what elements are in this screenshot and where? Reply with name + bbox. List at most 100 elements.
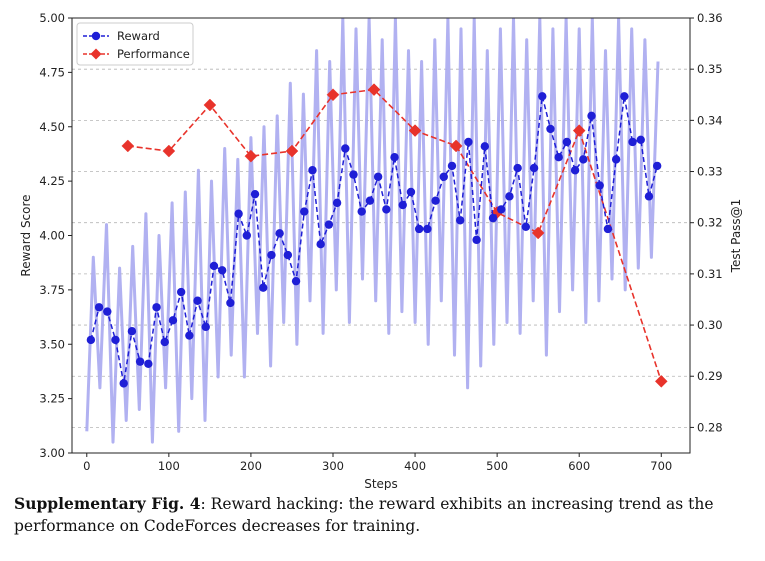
reward-point bbox=[423, 224, 432, 234]
x-tick-label: 300 bbox=[322, 459, 344, 473]
x-tick-label: 700 bbox=[650, 459, 672, 473]
reward-point bbox=[152, 303, 161, 312]
reward-point bbox=[538, 92, 547, 101]
reward-point bbox=[357, 207, 366, 216]
legend-entry-performance: Performance bbox=[83, 47, 190, 61]
y-left-tick-label: 3.50 bbox=[39, 337, 65, 351]
reward-point bbox=[628, 137, 637, 147]
legend-swatch-marker bbox=[91, 31, 101, 41]
reward-point bbox=[562, 137, 572, 147]
reward-point bbox=[283, 250, 293, 260]
legend-swatch-marker bbox=[90, 48, 102, 60]
reward-point bbox=[431, 196, 440, 205]
axes: 0 100 200 300 400 500 600 700 3.00 3.25 3.50 3.75 4.… bbox=[39, 11, 722, 473]
y-right-tick-label: 0.35 bbox=[697, 62, 723, 76]
reward-point bbox=[587, 111, 596, 121]
reward-point bbox=[332, 198, 342, 208]
y-left-tick-label: 3.75 bbox=[39, 283, 65, 297]
y-left-tick-label: 4.00 bbox=[39, 229, 65, 243]
reward-point bbox=[94, 303, 104, 312]
chart-figure: 0 100 200 300 400 500 600 700 3.00 3.25 3.50 3.75 4.… bbox=[19, 11, 743, 490]
reward-point bbox=[373, 172, 383, 181]
legend-entry-reward: Reward bbox=[83, 29, 160, 43]
reward-point bbox=[316, 240, 325, 249]
reward-point bbox=[390, 153, 399, 162]
y-right-tick-label: 0.33 bbox=[697, 165, 723, 179]
reward-point bbox=[242, 231, 252, 240]
reward-point bbox=[644, 192, 654, 201]
reward-point bbox=[160, 337, 169, 347]
reward-point bbox=[185, 331, 194, 340]
reward-point bbox=[365, 196, 375, 205]
reward-point bbox=[267, 250, 276, 260]
performance-point bbox=[572, 124, 586, 137]
reward-point bbox=[521, 222, 531, 231]
performance-point bbox=[285, 144, 299, 158]
performance-point bbox=[367, 83, 381, 97]
series-layer bbox=[86, 83, 668, 388]
x-tick-label: 400 bbox=[404, 459, 426, 473]
reward-point bbox=[119, 379, 128, 388]
caption-label: Supplementary Fig. 4 bbox=[14, 494, 201, 513]
reward-point bbox=[308, 166, 317, 175]
reward-point bbox=[554, 153, 563, 162]
reward-point bbox=[111, 335, 120, 345]
y-axis-left-label: Reward Score bbox=[19, 194, 33, 276]
y-left-tick-label: 3.25 bbox=[39, 392, 65, 406]
y-right-tick-label: 0.34 bbox=[697, 113, 723, 127]
y-axis-right-label: Test Pass@1 bbox=[729, 199, 743, 274]
reward-point bbox=[480, 142, 490, 151]
reward-point bbox=[250, 189, 260, 199]
reward-point bbox=[497, 205, 506, 214]
legend: Reward Performance bbox=[76, 22, 194, 66]
y-right-tick-label: 0.29 bbox=[697, 369, 723, 383]
legend-label-performance: Performance bbox=[117, 47, 190, 61]
reward-point bbox=[529, 163, 539, 173]
reward-point bbox=[127, 327, 137, 336]
reward-point bbox=[488, 213, 498, 223]
reward-point bbox=[217, 266, 227, 275]
reward-point bbox=[259, 283, 268, 292]
reward-point bbox=[349, 170, 358, 179]
y-left-tick-label: 4.50 bbox=[39, 120, 65, 134]
reward-point bbox=[291, 276, 301, 286]
y-right-tick-label: 0.32 bbox=[697, 216, 723, 230]
y-left-tick-label: 4.75 bbox=[39, 65, 65, 79]
x-axis-label: Steps bbox=[364, 477, 398, 490]
reward-point bbox=[603, 224, 613, 234]
performance-point bbox=[654, 374, 668, 388]
reward-point bbox=[513, 163, 522, 173]
performance-point bbox=[326, 88, 340, 102]
legend-box bbox=[76, 22, 194, 66]
reward-point bbox=[505, 192, 514, 201]
y-right-tick-label: 0.28 bbox=[697, 420, 723, 434]
performance-point bbox=[121, 139, 135, 153]
reward-line bbox=[90, 96, 658, 384]
caption-text: : Reward hacking: the reward exhibits an… bbox=[14, 495, 714, 535]
reward-point bbox=[636, 135, 645, 144]
reward-point bbox=[620, 92, 629, 101]
performance-point bbox=[408, 124, 422, 137]
x-tick-label: 500 bbox=[486, 459, 508, 473]
reward-point bbox=[201, 322, 210, 332]
reward-point bbox=[275, 229, 284, 238]
reward-point bbox=[595, 181, 604, 190]
y-right-tick-label: 0.36 bbox=[697, 11, 723, 25]
reward-point bbox=[209, 261, 219, 271]
reward-point bbox=[546, 124, 555, 134]
raw-reward-line bbox=[85, 18, 660, 444]
reward-point bbox=[414, 224, 424, 234]
legend-label-reward: Reward bbox=[117, 29, 160, 43]
reward-point bbox=[472, 235, 481, 245]
x-tick-label: 0 bbox=[83, 459, 90, 473]
reward-point bbox=[439, 172, 448, 181]
x-tick-label: 600 bbox=[568, 459, 590, 473]
x-tick-label: 100 bbox=[158, 459, 180, 473]
reward-point bbox=[652, 161, 662, 171]
performance-point bbox=[531, 226, 545, 240]
reward-point bbox=[382, 205, 391, 214]
y-left-tick-label: 5.00 bbox=[39, 11, 65, 25]
reward-point bbox=[455, 216, 465, 225]
reward-point bbox=[406, 187, 416, 197]
raw-reward-band bbox=[85, 18, 660, 444]
